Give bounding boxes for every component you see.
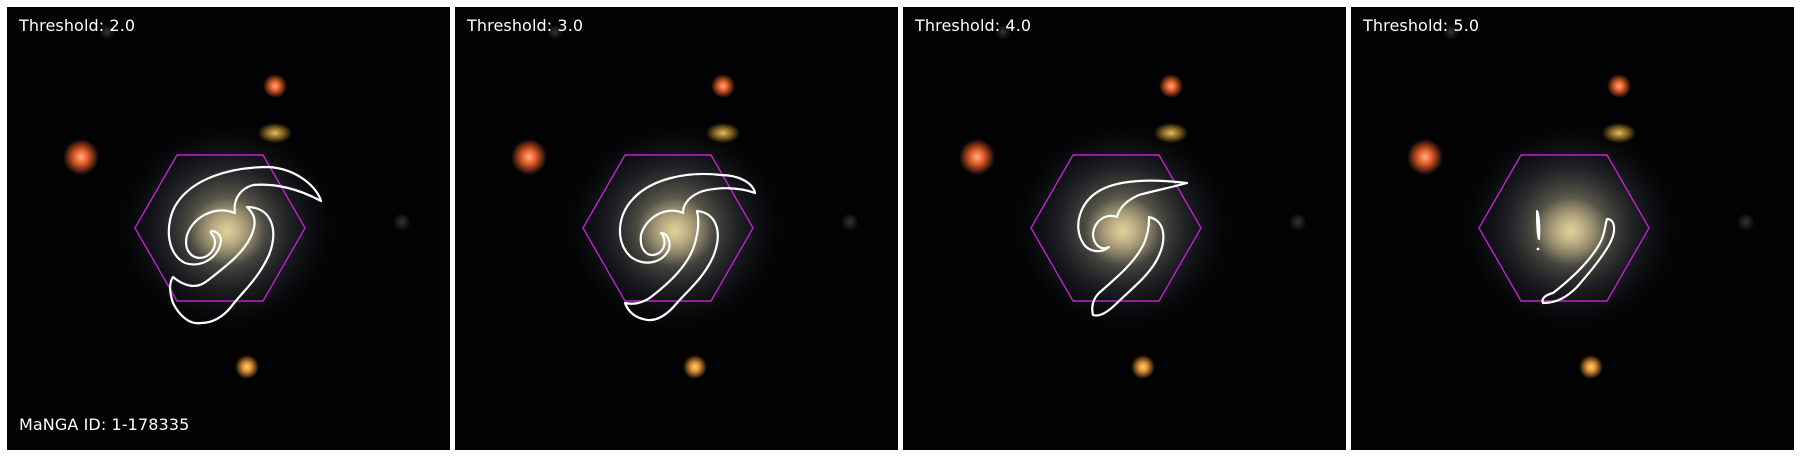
- spiral-arm-contour-icon: [1536, 210, 1541, 240]
- panel-threshold-2: Threshold: 2.0 MaNGA ID: 1-178335: [7, 7, 450, 450]
- galaxy-image: [7, 7, 450, 450]
- manga-id-label: MaNGA ID: 1-178335: [19, 415, 190, 434]
- spiral-arm-contour-icon: [1091, 215, 1165, 317]
- star: [995, 24, 1011, 40]
- star: [393, 213, 411, 231]
- star: [258, 123, 292, 143]
- star: [1159, 74, 1183, 98]
- threshold-label: Threshold: 3.0: [467, 16, 584, 35]
- star: [683, 355, 707, 379]
- spiral-arm-contour-icon: [1541, 217, 1616, 305]
- spiral-arm-contour-icon: [623, 209, 719, 322]
- spiral-arm-contour-icon: [618, 172, 757, 264]
- galaxy-image: [455, 7, 898, 450]
- star: [1602, 123, 1636, 143]
- spiral-arm-contour-icon: [168, 205, 275, 325]
- galaxy-core: [637, 198, 713, 266]
- star: [711, 74, 735, 98]
- panel-threshold-3: Threshold: 3.0: [455, 7, 898, 450]
- star: [235, 355, 259, 379]
- galaxy-image: [903, 7, 1346, 450]
- star: [959, 139, 995, 175]
- threshold-label: Threshold: 4.0: [915, 16, 1032, 35]
- star: [1289, 213, 1307, 231]
- star: [1607, 74, 1631, 98]
- star: [263, 74, 287, 98]
- ifu-hexagon-icon: [1478, 154, 1650, 302]
- star: [841, 213, 859, 231]
- star: [706, 123, 740, 143]
- star: [63, 139, 99, 175]
- star: [1579, 355, 1603, 379]
- galaxy-image: [1351, 7, 1794, 450]
- star: [1131, 355, 1155, 379]
- star: [1154, 123, 1188, 143]
- star: [511, 139, 547, 175]
- star: [1407, 139, 1443, 175]
- threshold-label: Threshold: 5.0: [1363, 16, 1480, 35]
- threshold-label: Threshold: 2.0: [19, 16, 136, 35]
- star: [1443, 24, 1459, 40]
- spiral-arm-contour-icon: [1536, 247, 1540, 251]
- spiral-arm-contour-icon: [167, 165, 323, 266]
- ifu-hexagon-icon: [1030, 154, 1202, 302]
- galaxy-core: [1085, 198, 1161, 266]
- galaxy-core: [189, 198, 265, 266]
- star: [99, 24, 115, 40]
- panel-threshold-4: Threshold: 4.0: [903, 7, 1346, 450]
- ifu-hexagon-icon: [134, 154, 306, 302]
- spiral-arm-contour-icon: [1077, 179, 1189, 253]
- panel-threshold-5: Threshold: 5.0: [1351, 7, 1794, 450]
- star: [1737, 213, 1755, 231]
- galaxy-core: [1533, 198, 1609, 266]
- star: [547, 24, 563, 40]
- ifu-hexagon-icon: [582, 154, 754, 302]
